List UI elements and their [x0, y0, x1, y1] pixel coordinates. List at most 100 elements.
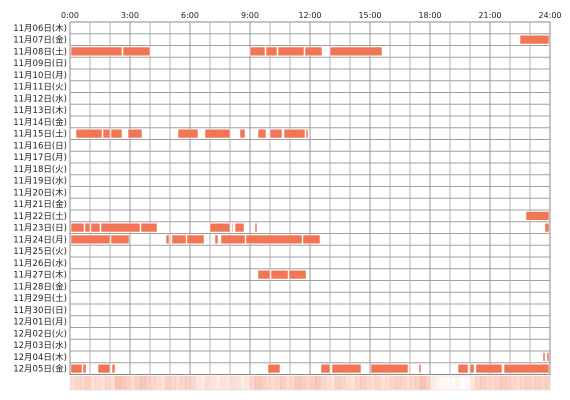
summary-segment: [160, 376, 166, 390]
summary-segment: [420, 376, 426, 390]
summary-segment: [115, 376, 121, 390]
activity-bar: [525, 211, 550, 221]
day-label: 11月22日(土): [13, 211, 67, 222]
summary-segment: [95, 376, 101, 390]
summary-segment: [180, 376, 186, 390]
summary-segment: [495, 376, 501, 390]
summary-segment: [215, 376, 221, 390]
summary-segment: [335, 376, 341, 390]
x-tick-label: 12:00: [298, 11, 321, 20]
summary-segment: [320, 376, 326, 390]
summary-segment: [140, 376, 146, 390]
x-tick-label: 21:00: [478, 11, 501, 20]
summary-segment: [250, 376, 256, 390]
summary-segment: [185, 376, 191, 390]
summary-segment: [520, 376, 526, 390]
activity-bar: [331, 364, 362, 374]
summary-segment: [465, 376, 471, 390]
activity-bar: [302, 234, 321, 244]
activity-bar: [70, 223, 85, 233]
summary-segment: [515, 376, 521, 390]
activity-bar: [70, 234, 111, 244]
activity-bar: [209, 223, 231, 233]
activity-bar: [84, 223, 91, 233]
activity-bar: [370, 364, 409, 374]
x-tick-label: 18:00: [418, 11, 441, 20]
day-label: 11月18日(火): [13, 165, 67, 175]
summary-segment: [415, 376, 421, 390]
activity-bar: [475, 364, 503, 374]
summary-segment: [475, 376, 481, 390]
summary-segment: [155, 376, 161, 390]
summary-segment: [410, 376, 416, 390]
summary-segment: [315, 376, 321, 390]
summary-segment: [280, 376, 286, 390]
day-label: 11月29日(土): [13, 293, 67, 304]
summary-segment: [530, 376, 536, 390]
activity-bar: [418, 364, 422, 374]
day-label: 11月17日(月): [13, 153, 67, 163]
summary-segment: [470, 376, 476, 390]
summary-segment: [340, 376, 346, 390]
activity-bar: [127, 129, 143, 139]
activity-bar: [110, 129, 123, 139]
activity-bar: [305, 129, 309, 139]
summary-segment: [90, 376, 96, 390]
summary-segment: [365, 376, 371, 390]
day-label: 11月26日(水): [13, 258, 67, 269]
activity-bars: [70, 35, 550, 374]
activity-bar: [70, 364, 83, 374]
activity-bar: [90, 223, 101, 233]
summary-segment: [325, 376, 331, 390]
day-label: 11月20日(木): [13, 187, 67, 198]
summary-segment: [450, 376, 456, 390]
summary-segment: [265, 376, 271, 390]
summary-segment: [150, 376, 156, 390]
activity-bar: [408, 364, 411, 374]
summary-segment: [100, 376, 106, 390]
activity-bar: [231, 223, 234, 233]
activity-bar: [245, 234, 303, 244]
day-label: 11月15日(土): [13, 129, 67, 140]
day-label: 11月16日(日): [13, 141, 67, 151]
summary-border: [69, 375, 551, 391]
summary-segment: [490, 376, 496, 390]
activity-bar: [140, 223, 158, 233]
summary-segment: [200, 376, 206, 390]
summary-segment: [80, 376, 86, 390]
summary-segment: [510, 376, 516, 390]
activity-bar: [214, 234, 219, 244]
activity-bar: [257, 270, 271, 280]
summary-segment: [460, 376, 465, 390]
activity-bar: [220, 234, 246, 244]
summary-segment: [400, 376, 406, 390]
activity-bar: [186, 234, 205, 244]
gridlines: [70, 22, 550, 375]
summary-segment: [270, 376, 276, 390]
activity-bar: [546, 352, 550, 362]
activity-bar: [75, 129, 103, 139]
summary-segment: [405, 376, 411, 390]
day-label: 11月28日(金): [13, 281, 67, 292]
activity-bar: [320, 364, 331, 374]
day-label: 11月13日(木): [13, 105, 67, 116]
summary-segment: [445, 376, 451, 390]
activity-bar: [257, 129, 267, 139]
summary-segment: [235, 376, 241, 390]
day-label: 11月27日(木): [13, 270, 67, 281]
day-label: 11月07日(金): [13, 35, 67, 46]
day-label: 12月05日(金): [13, 364, 67, 375]
summary-segment: [205, 376, 211, 390]
activity-bar: [249, 46, 266, 56]
summary-segment: [430, 376, 436, 390]
activity-bar: [102, 129, 111, 139]
summary-segment: [145, 376, 151, 390]
day-label: 11月08日(土): [13, 46, 67, 57]
activity-bar: [171, 234, 187, 244]
summary-segment: [130, 376, 136, 390]
day-label: 11月09日(日): [13, 59, 67, 69]
summary-segment: [540, 376, 546, 390]
activity-bar: [544, 223, 550, 233]
activity-bar: [110, 234, 130, 244]
x-tick-label: 6:00: [181, 11, 199, 20]
